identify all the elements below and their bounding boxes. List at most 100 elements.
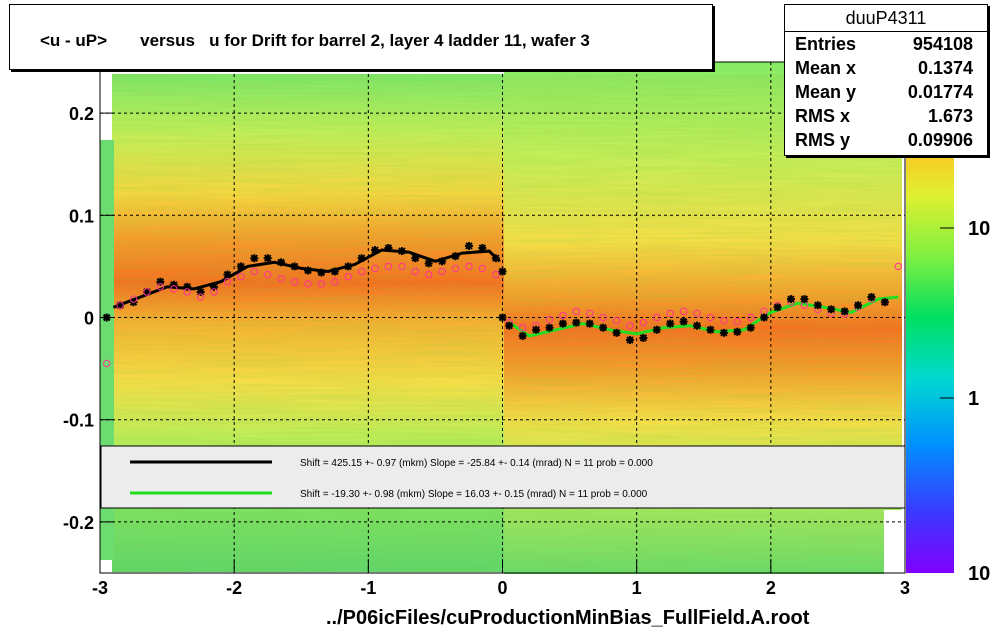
star-stroke	[599, 324, 607, 332]
data-point-circle	[451, 264, 460, 273]
data-point-star	[250, 254, 259, 263]
fit-curve-0	[112, 248, 501, 309]
star-stroke	[720, 329, 728, 337]
x-tick-label: -1	[360, 578, 376, 598]
data-point-star	[424, 259, 433, 268]
palette-label: 10	[968, 563, 990, 585]
star-stroke	[639, 334, 648, 342]
data-point-star	[116, 301, 125, 310]
star-stroke	[143, 288, 151, 296]
data-point-star	[880, 298, 889, 307]
data-point-circle	[639, 318, 648, 327]
stat-label: Entries	[795, 34, 857, 54]
x-tick-label: 1	[632, 578, 642, 598]
data-point-star	[464, 241, 473, 250]
data-point-circle	[706, 313, 715, 322]
star-stroke	[492, 254, 500, 262]
star-stroke	[854, 301, 862, 309]
star-stroke	[814, 301, 822, 309]
stats-row-mean-x: Mean x 0.1374	[785, 56, 987, 80]
data-point-star	[545, 323, 554, 332]
stat-label: RMS y	[795, 130, 851, 150]
stat-label: RMS x	[795, 106, 851, 126]
star-stroke	[371, 246, 379, 254]
y-tick-label: 0	[84, 309, 94, 329]
title-box: <u - uP> versus u for Drift for barrel 2…	[9, 4, 713, 70]
data-point-circle	[545, 315, 554, 324]
data-point-circle	[384, 262, 393, 271]
star-stroke	[867, 293, 876, 301]
star-stroke	[586, 319, 594, 328]
y-tick-label: -0.2	[63, 513, 94, 533]
data-point-star	[142, 287, 151, 296]
data-point-circle	[398, 262, 406, 271]
data-point-star	[612, 328, 621, 337]
star-stroke	[532, 326, 540, 334]
star-stroke	[465, 242, 473, 250]
data-point-circle	[478, 264, 487, 273]
star-stroke	[787, 295, 795, 303]
palette-label: 1	[968, 388, 979, 410]
legend-text-black: Shift = 425.15 +- 0.97 (mkm) Slope = -25…	[300, 458, 653, 469]
data-point-star	[317, 268, 326, 277]
star-stroke	[733, 328, 741, 336]
data-point-star	[411, 254, 420, 263]
data-point-star	[746, 323, 755, 332]
data-point-star	[223, 270, 232, 279]
palette-label: 10	[968, 218, 990, 240]
data-point-circle	[196, 293, 205, 301]
data-point-circle	[371, 264, 379, 273]
star-stroke	[331, 267, 339, 276]
data-point-star	[236, 262, 245, 271]
data-point-circle	[411, 267, 419, 276]
data-point-star	[478, 244, 487, 253]
star-stroke	[653, 326, 661, 334]
legend-text-green: Shift = -19.30 +- 0.98 (mkm) Slope = 16.…	[300, 489, 648, 500]
data-point-circle	[425, 270, 433, 279]
chart-title: <u - uP> versus u for Drift for barrel 2…	[40, 31, 590, 50]
stat-label: Mean y	[795, 82, 857, 102]
data-point-circle	[223, 278, 232, 286]
data-point-circle	[290, 278, 299, 286]
data-point-circle	[653, 313, 661, 322]
data-point-circle	[331, 278, 339, 286]
data-point-star	[867, 293, 876, 302]
star-stroke	[277, 258, 285, 267]
star-stroke	[425, 259, 433, 268]
x-tick-label: 0	[497, 578, 507, 598]
data-point-circle	[747, 313, 755, 322]
star-stroke	[840, 307, 849, 316]
star-stroke	[264, 254, 272, 262]
star-stroke	[398, 247, 406, 255]
data-point-star	[854, 301, 863, 310]
star-stroke	[498, 267, 507, 276]
data-layer	[102, 241, 902, 368]
data-point-star	[498, 313, 507, 322]
stats-row-mean-y: Mean y 0.01774	[785, 80, 987, 104]
stat-value: 0.01774	[907, 82, 973, 102]
star-stroke	[505, 321, 513, 330]
star-stroke	[747, 324, 755, 332]
star-stroke	[250, 254, 258, 262]
star-stroke	[304, 266, 312, 275]
data-point-circle	[116, 301, 124, 309]
data-point-star	[303, 266, 312, 275]
data-point-star	[652, 325, 661, 334]
data-point-star	[344, 262, 353, 271]
star-stroke	[237, 262, 245, 271]
data-point-star	[572, 318, 581, 327]
data-point-circle	[666, 309, 674, 318]
data-point-circle	[465, 262, 473, 271]
star-stroke	[344, 262, 352, 271]
data-point-circle	[156, 283, 165, 291]
data-point-circle	[559, 311, 567, 320]
footer-filename: ../P06icFiles/cuProductionMinBias_FullFi…	[326, 607, 810, 629]
star-stroke	[518, 332, 527, 340]
data-point-circle	[572, 307, 580, 316]
star-stroke	[223, 270, 232, 279]
data-point-circle	[733, 317, 741, 326]
x-tick-label: 2	[766, 578, 776, 598]
data-point-circle	[103, 359, 111, 368]
star-stroke	[760, 313, 768, 322]
